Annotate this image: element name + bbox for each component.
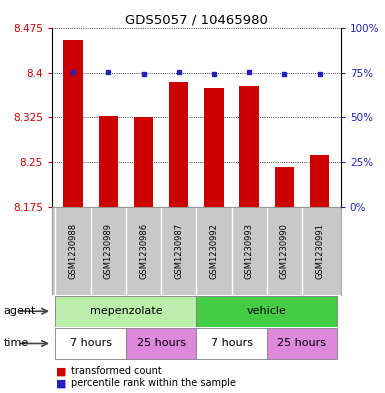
Text: 25 hours: 25 hours (278, 338, 326, 349)
Text: GSM1230990: GSM1230990 (280, 223, 289, 279)
Bar (64, 40, 83, 207)
Bar (196, 296, 337, 327)
Bar (55, 328, 126, 359)
Text: GSM1230993: GSM1230993 (245, 223, 254, 279)
Text: 7 hours: 7 hours (70, 338, 112, 349)
Text: transformed count: transformed count (71, 366, 162, 376)
Text: ■: ■ (56, 378, 66, 388)
Text: percentile rank within the sample: percentile rank within the sample (71, 378, 236, 388)
Text: mepenzolate: mepenzolate (90, 306, 162, 316)
Text: 7 hours: 7 hours (211, 338, 253, 349)
Bar (134, 117, 153, 207)
Text: GSM1230987: GSM1230987 (174, 223, 183, 279)
Bar (310, 155, 329, 207)
Text: GSM1230988: GSM1230988 (69, 223, 78, 279)
Text: ■: ■ (56, 366, 66, 376)
Text: time: time (4, 338, 29, 349)
Bar (239, 86, 259, 207)
Bar (55, 296, 196, 327)
Bar (196, 328, 267, 359)
Bar (99, 116, 118, 207)
Text: GSM1230991: GSM1230991 (315, 223, 324, 279)
Text: GSM1230986: GSM1230986 (139, 223, 148, 279)
Bar (126, 328, 196, 359)
Bar (169, 81, 188, 207)
Text: vehicle: vehicle (247, 306, 287, 316)
Text: 25 hours: 25 hours (137, 338, 186, 349)
Text: GSM1230989: GSM1230989 (104, 223, 113, 279)
Bar (204, 88, 224, 207)
Bar (275, 167, 294, 207)
Bar (267, 328, 337, 359)
Text: agent: agent (4, 306, 36, 316)
Text: GSM1230992: GSM1230992 (209, 223, 218, 279)
Title: GDS5057 / 10465980: GDS5057 / 10465980 (125, 14, 268, 27)
